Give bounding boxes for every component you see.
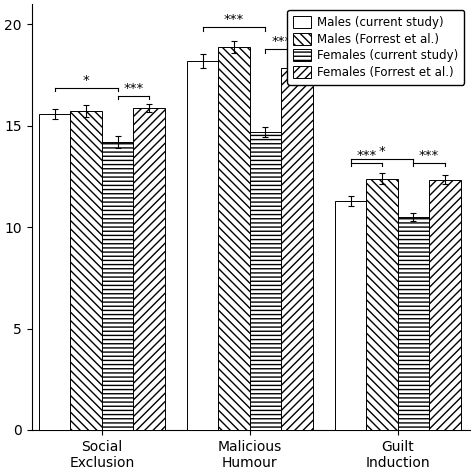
Bar xyxy=(366,179,398,430)
Text: ***: *** xyxy=(356,149,376,162)
Text: ***: *** xyxy=(271,35,292,48)
Bar xyxy=(219,47,250,430)
Text: ***: *** xyxy=(123,82,143,95)
Bar xyxy=(429,180,461,430)
Bar xyxy=(250,132,281,430)
Text: *: * xyxy=(379,145,385,158)
Bar xyxy=(281,68,313,430)
Text: ***: *** xyxy=(224,13,244,26)
Bar xyxy=(398,217,429,430)
Legend: Males (current study), Males (Forrest et al.), Females (current study), Females : Males (current study), Males (Forrest et… xyxy=(287,10,464,85)
Bar xyxy=(70,110,102,430)
Bar xyxy=(335,201,366,430)
Text: *: * xyxy=(82,73,90,87)
Bar xyxy=(39,114,70,430)
Bar xyxy=(187,61,219,430)
Bar xyxy=(102,142,133,430)
Bar xyxy=(133,108,164,430)
Text: ***: *** xyxy=(419,149,439,162)
